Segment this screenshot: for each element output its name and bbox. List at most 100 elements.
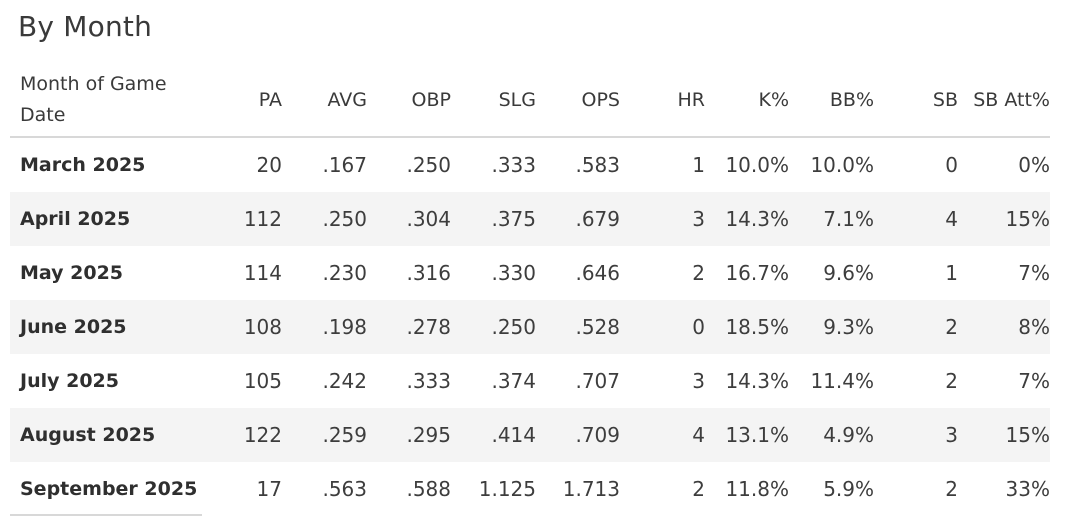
table-header-row: Month of Game Date PA AVG OBP SLG OPS HR…	[10, 64, 1050, 137]
cell-pa: 122	[210, 408, 282, 462]
clipped-previous-title	[0, 0, 1068, 4]
column-header-obp[interactable]: OBP	[411, 88, 451, 111]
cell-obp: .588	[406, 477, 451, 501]
cell-pa: 17	[256, 477, 282, 501]
column-header-sb[interactable]: SB	[932, 88, 958, 111]
column-header-avg[interactable]: AVG	[327, 88, 367, 111]
cell-hr: 2	[692, 477, 705, 501]
cell-hr: 0	[620, 300, 705, 354]
cell-pa: 108	[210, 300, 282, 354]
table-row[interactable]: September 2025 17 .563 .588 1.125 1.713 2 11.8%…	[10, 462, 1050, 516]
cell-hr: 1	[692, 153, 705, 177]
table-row[interactable]: July 2025 105 .242 .333 .374 .707 3 14.3% 11.4% 2…	[10, 354, 1050, 408]
clipped-text-fragment	[395, 0, 665, 2]
cell-sb-att-pct: 0%	[1018, 153, 1050, 177]
table-row[interactable]: March 2025 20 .167 .250 .333 .583 1 10.0% 10.0% 0…	[10, 137, 1050, 192]
cell-avg: .230	[322, 261, 367, 285]
cell-ops: .528	[536, 300, 620, 354]
cell-sb: 2	[945, 369, 958, 393]
cell-avg: .250	[282, 192, 367, 246]
cell-sb-att-pct: 15%	[958, 192, 1050, 246]
cell-slg: .250	[451, 300, 536, 354]
cell-ops: .646	[575, 261, 620, 285]
cell-pa: 114	[243, 261, 282, 285]
cell-obp: .304	[367, 192, 451, 246]
cell-sb-att-pct: 33%	[1005, 477, 1050, 501]
cell-sb-att-pct: 7%	[1018, 369, 1050, 393]
cell-month: July 2025	[20, 370, 119, 392]
cell-k-pct: 10.0%	[725, 153, 789, 177]
cell-k-pct: 14.3%	[705, 192, 789, 246]
cell-pa: 20	[256, 153, 282, 177]
cell-sb: 2	[874, 300, 958, 354]
cell-bb-pct: 4.9%	[789, 408, 874, 462]
cell-k-pct: 11.8%	[725, 477, 789, 501]
cell-bb-pct: 9.6%	[823, 261, 874, 285]
cell-month: September 2025	[20, 478, 198, 500]
cell-slg: .333	[491, 153, 536, 177]
table-row[interactable]: June 2025 108.198.278.250.528 0 18.5% 9.3% 2 8…	[10, 300, 1050, 354]
cell-avg: .563	[322, 477, 367, 501]
cell-sb: 1	[945, 261, 958, 285]
cell-obp: .333	[406, 369, 451, 393]
cell-month: March 2025	[20, 154, 146, 176]
cell-sb: 3	[874, 408, 958, 462]
cell-slg: .375	[451, 192, 536, 246]
table-row[interactable]: May 2025 114 .230 .316 .330 .646 2 16.7% 9.6% 1 7%	[10, 246, 1050, 300]
cell-obp: .316	[406, 261, 451, 285]
cell-bb-pct: 11.4%	[810, 369, 874, 393]
cell-avg: .167	[322, 153, 367, 177]
cell-bb-pct: 9.3%	[789, 300, 874, 354]
cell-pa: 105	[243, 369, 282, 393]
cell-month: April 2025	[10, 192, 210, 246]
cell-month: August 2025	[10, 408, 210, 462]
table-row[interactable]: August 2025 122.259.295.414.709 4 13.1% 4.9%…	[10, 408, 1050, 462]
cell-k-pct: 18.5%	[705, 300, 789, 354]
column-header-bb-pct[interactable]: BB%	[829, 88, 874, 111]
cell-ops: 1.713	[562, 477, 620, 501]
cell-k-pct: 16.7%	[725, 261, 789, 285]
cell-ops: .679	[536, 192, 620, 246]
cell-sb-att-pct: 8%	[958, 300, 1050, 354]
cell-bb-pct: 10.0%	[810, 153, 874, 177]
cell-slg: .414	[451, 408, 536, 462]
cell-sb-att-pct: 7%	[1018, 261, 1050, 285]
cell-bb-pct: 7.1%	[789, 192, 874, 246]
cell-sb: 2	[945, 477, 958, 501]
column-header-hr[interactable]: HR	[677, 88, 706, 111]
column-header-month[interactable]: Month of Game Date	[20, 73, 167, 126]
cell-k-pct: 14.3%	[725, 369, 789, 393]
cell-obp: .250	[406, 153, 451, 177]
cell-hr: 3	[692, 369, 705, 393]
cell-obp: .278	[367, 300, 451, 354]
cell-sb: 4	[874, 192, 958, 246]
cell-k-pct: 13.1%	[705, 408, 789, 462]
cell-ops: .709	[536, 408, 620, 462]
cell-slg: 1.125	[478, 477, 536, 501]
cell-slg: .374	[491, 369, 536, 393]
column-header-slg[interactable]: SLG	[498, 88, 536, 111]
cell-hr: 2	[692, 261, 705, 285]
cell-slg: .330	[491, 261, 536, 285]
cell-pa: 112	[210, 192, 282, 246]
cell-avg: .242	[322, 369, 367, 393]
column-header-pa[interactable]: PA	[258, 88, 282, 111]
cell-bb-pct: 5.9%	[823, 477, 874, 501]
cell-hr: 4	[620, 408, 705, 462]
cell-avg: .198	[282, 300, 367, 354]
column-header-k-pct[interactable]: K%	[758, 88, 789, 111]
cell-month: May 2025	[20, 262, 124, 284]
table-row[interactable]: April 2025 112.250.304.375.679 3 14.3% 7.1% 4…	[10, 192, 1050, 246]
cell-ops: .707	[575, 369, 620, 393]
cell-month: June 2025	[10, 300, 210, 354]
cell-ops: .583	[575, 153, 620, 177]
cell-sb: 0	[945, 153, 958, 177]
column-header-ops[interactable]: OPS	[581, 88, 620, 111]
cell-sb-att-pct: 15%	[958, 408, 1050, 462]
monthly-stats-table: Month of Game Date PA AVG OBP SLG OPS HR…	[10, 64, 1050, 516]
table-bottom-divider	[10, 514, 202, 516]
section-title: By Month	[18, 10, 153, 43]
cell-avg: .259	[282, 408, 367, 462]
cell-hr: 3	[620, 192, 705, 246]
column-header-sb-att-pct[interactable]: SB Att%	[973, 88, 1050, 111]
